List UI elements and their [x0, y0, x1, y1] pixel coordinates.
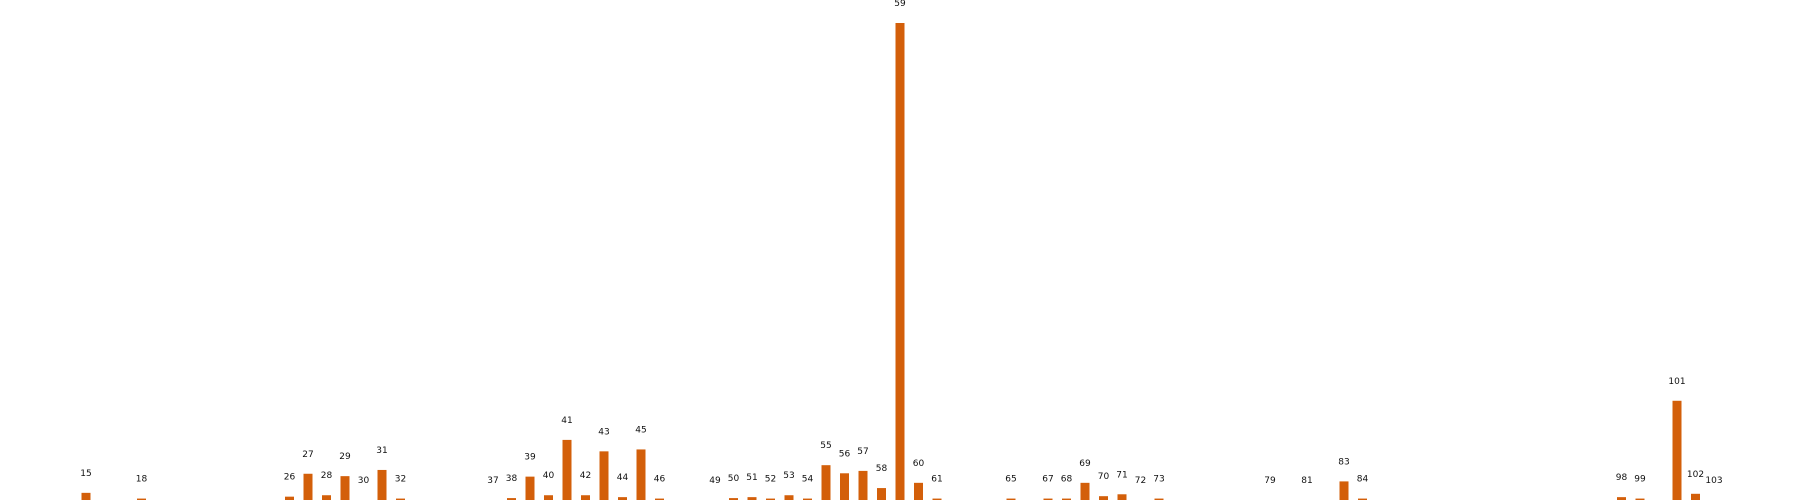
- bar-51: [747, 497, 757, 500]
- bar-label-42: 42: [580, 471, 591, 481]
- bar-label-43: 43: [598, 427, 609, 437]
- bar-label-46: 46: [654, 475, 666, 485]
- bar-label-30: 30: [358, 476, 370, 486]
- bar-67: [1043, 498, 1053, 500]
- bar-56: [840, 473, 849, 500]
- bar-41: [562, 439, 572, 500]
- bar-label-39: 39: [524, 453, 536, 463]
- bar-label-38: 38: [506, 474, 518, 484]
- bars-group: [81, 23, 1700, 500]
- bar-58: [877, 488, 886, 500]
- bar-label-61: 61: [931, 475, 942, 485]
- bar-45: [636, 449, 646, 500]
- bar-label-49: 49: [709, 476, 721, 486]
- bar-label-52: 52: [765, 475, 776, 485]
- bar-label-67: 67: [1042, 475, 1053, 485]
- bar-label-101: 101: [1668, 377, 1685, 387]
- bar-39: [525, 476, 535, 500]
- bar-54: [803, 498, 812, 500]
- bar-32: [396, 498, 405, 500]
- bar-59: [895, 23, 905, 500]
- bar-label-50: 50: [728, 474, 740, 484]
- bar-labels-group: 15 18 26 27 28 29 30 31 32 37 38 39 40 41 42 43 44 45 46 49…: [80, 0, 1722, 486]
- bar-99: [1635, 498, 1645, 500]
- bar-label-57: 57: [857, 447, 868, 457]
- bar-label-98: 98: [1616, 473, 1628, 483]
- bar-61: [932, 498, 942, 500]
- bar-53: [784, 495, 794, 500]
- bar-65: [1006, 498, 1016, 500]
- bar-44: [618, 497, 627, 500]
- bar-15: [81, 492, 91, 500]
- bar-label-37: 37: [487, 476, 498, 486]
- bar-18: [137, 498, 146, 500]
- bar-102: [1691, 493, 1700, 500]
- bar-55: [821, 465, 831, 500]
- bar-label-40: 40: [543, 471, 555, 481]
- bar-label-55: 55: [820, 441, 831, 451]
- bar-38: [507, 498, 516, 500]
- bar-label-58: 58: [876, 464, 888, 474]
- bar-label-84: 84: [1357, 475, 1369, 485]
- bar-label-71: 71: [1116, 470, 1127, 480]
- bar-label-32: 32: [395, 475, 406, 485]
- bar-27: [303, 473, 313, 500]
- bar-70: [1099, 496, 1108, 500]
- bar-label-18: 18: [136, 475, 148, 485]
- bar-68: [1062, 498, 1071, 500]
- bar-50: [729, 498, 738, 500]
- bar-label-45: 45: [635, 425, 646, 435]
- bar-label-54: 54: [802, 475, 814, 485]
- bar-label-29: 29: [339, 452, 351, 462]
- bar-label-56: 56: [839, 449, 851, 459]
- bar-label-83: 83: [1338, 457, 1349, 467]
- bar-label-81: 81: [1301, 476, 1312, 486]
- bar-label-68: 68: [1061, 475, 1073, 485]
- bar-label-15: 15: [80, 469, 91, 479]
- bar-label-73: 73: [1153, 475, 1164, 485]
- bar-43: [599, 451, 609, 500]
- bar-label-28: 28: [321, 471, 333, 481]
- bar-label-70: 70: [1098, 472, 1110, 482]
- bar-label-27: 27: [302, 450, 313, 460]
- bar-label-44: 44: [617, 473, 629, 483]
- bar-label-51: 51: [746, 473, 757, 483]
- bar-label-53: 53: [783, 471, 794, 481]
- bar-label-41: 41: [561, 416, 572, 426]
- bar-42: [581, 495, 590, 500]
- bar-71: [1117, 494, 1127, 500]
- bar-label-65: 65: [1005, 475, 1016, 485]
- bar-28: [322, 495, 331, 500]
- bar-60: [914, 482, 923, 500]
- bar-98: [1617, 497, 1626, 500]
- bar-label-31: 31: [376, 446, 387, 456]
- bar-label-69: 69: [1079, 459, 1091, 469]
- bar-57: [858, 470, 868, 500]
- bar-label-99: 99: [1634, 475, 1646, 485]
- bar-84: [1358, 498, 1367, 500]
- bar-label-72: 72: [1135, 476, 1146, 486]
- bar-52: [766, 498, 775, 500]
- bar-29: [340, 476, 350, 500]
- bar-label-59: 59: [894, 0, 906, 9]
- bar-label-79: 79: [1264, 476, 1276, 486]
- bar-label-102: 102: [1687, 470, 1704, 480]
- bar-label-103: 103: [1705, 476, 1722, 486]
- bar-101: [1672, 400, 1682, 500]
- bar-69: [1080, 482, 1090, 500]
- bar-31: [377, 469, 387, 500]
- bar-46: [655, 498, 664, 500]
- bar-83: [1339, 481, 1349, 500]
- bar-label-60: 60: [913, 459, 925, 469]
- bar-73: [1154, 498, 1164, 500]
- bar-26: [285, 496, 294, 500]
- bar-label-26: 26: [284, 473, 296, 483]
- bar-40: [544, 495, 553, 500]
